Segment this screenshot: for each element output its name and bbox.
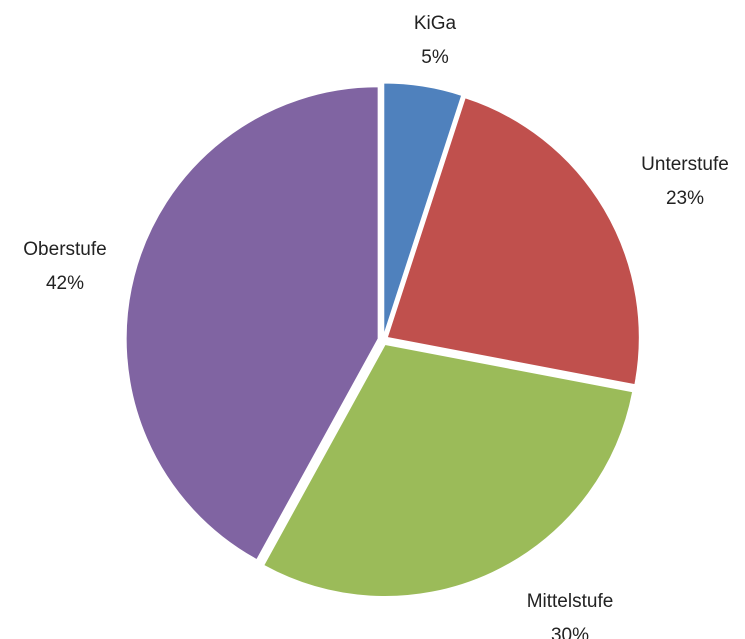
pie-slice xyxy=(263,343,634,597)
slice-value-label: 30% xyxy=(551,625,589,639)
pie-slice xyxy=(386,97,640,386)
slice-value-label: 42% xyxy=(46,273,84,294)
pie-slice xyxy=(383,82,463,336)
slice-label: Mittelstufe xyxy=(527,591,614,612)
slice-value-label: 23% xyxy=(666,188,704,209)
slice-label: Oberstufe xyxy=(23,239,106,260)
slice-value-label: 5% xyxy=(421,47,449,68)
pie-slice xyxy=(125,86,379,561)
slice-label: Unterstufe xyxy=(641,154,729,175)
slice-label: KiGa xyxy=(414,13,457,34)
